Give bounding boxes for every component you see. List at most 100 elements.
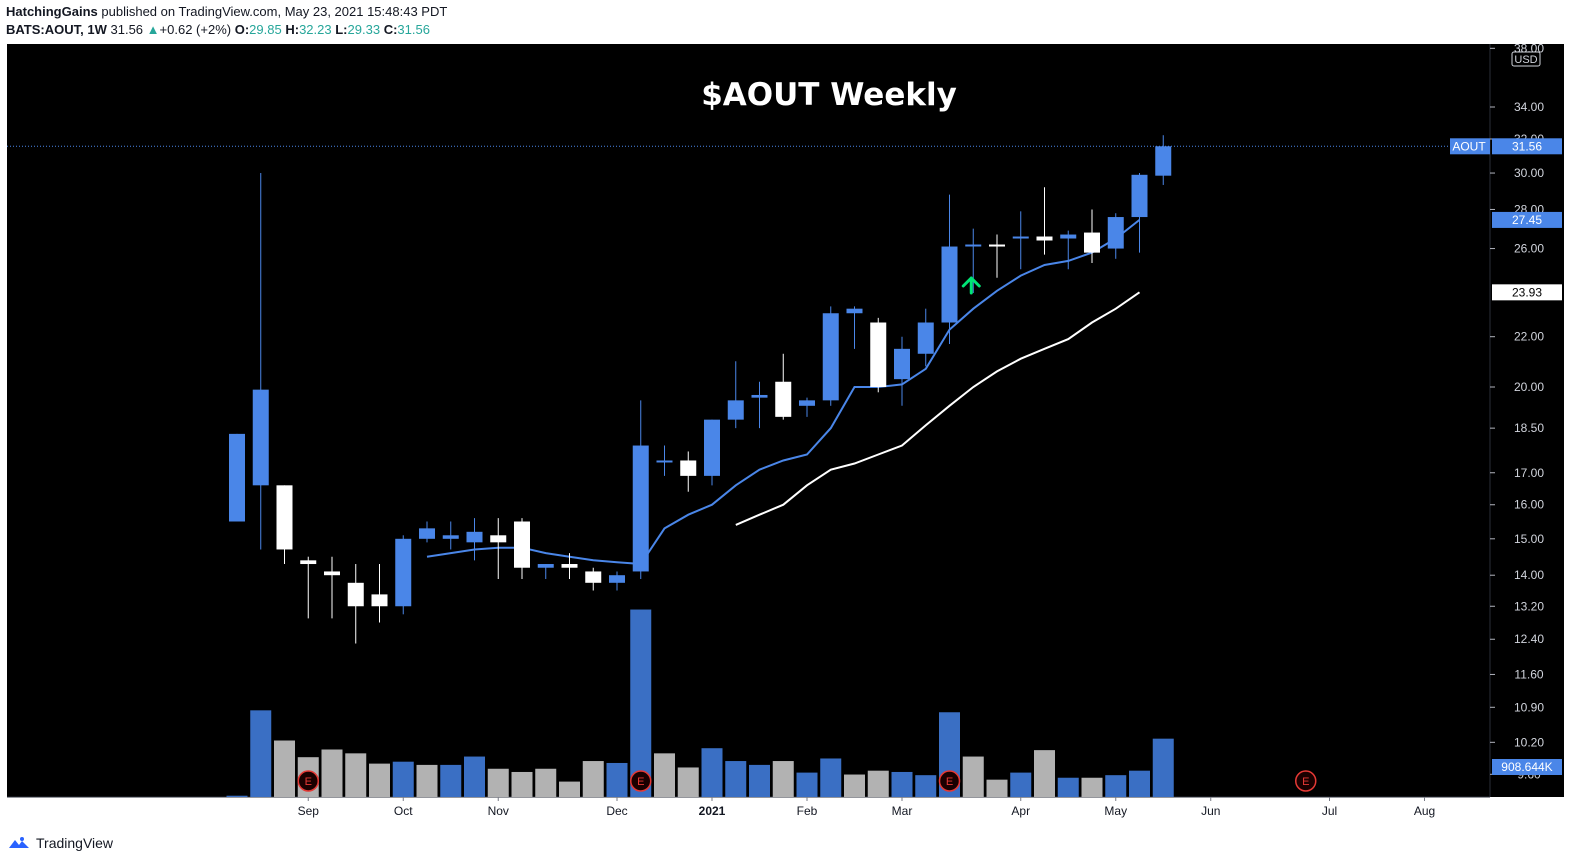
- symbol-tag: [1450, 138, 1490, 155]
- volume-bar: [725, 761, 747, 797]
- price-tick-label: 10.90: [1514, 700, 1544, 714]
- candle-body: [561, 564, 578, 568]
- volume-bar: [250, 710, 272, 797]
- volume-bar: [392, 761, 414, 797]
- volume-bar: [369, 763, 390, 797]
- volume-badge-label: 908.644K: [1501, 760, 1552, 774]
- price-tick-label: 15.00: [1514, 532, 1544, 546]
- time-tick-label: Aug: [1414, 804, 1435, 818]
- chart-pane[interactable]: [7, 44, 1490, 797]
- volume-bar: [559, 781, 580, 797]
- earnings-label: E: [946, 776, 953, 788]
- candle-body: [1060, 234, 1077, 239]
- volume-bar: [701, 748, 723, 797]
- candle-body: [466, 531, 483, 543]
- candle-body: [300, 560, 317, 565]
- ohlc-legend: BATS:AOUT, 1W 31.56 ▲+0.62 (+2%) O:29.85…: [6, 22, 430, 37]
- candle-body: [965, 244, 982, 247]
- publish-line: HatchingGains published on TradingView.c…: [6, 4, 447, 19]
- volume-bar: [677, 767, 699, 797]
- volume-bar: [416, 764, 438, 797]
- volume-bar: [1057, 777, 1079, 797]
- change-arrow: ▲: [146, 22, 160, 37]
- author-name[interactable]: HatchingGains: [6, 4, 98, 19]
- price-tick-label: 10.20: [1514, 735, 1544, 749]
- earnings-marker[interactable]: [297, 770, 319, 792]
- earnings-label: E: [637, 776, 644, 788]
- close-value: 31.56: [397, 22, 430, 37]
- volume-bar: [487, 768, 509, 797]
- candle-body: [514, 521, 530, 568]
- last-price: 31.56: [110, 22, 144, 37]
- symbol-tag-label: AOUT: [1452, 139, 1486, 153]
- last-price-badge: [1492, 138, 1562, 155]
- candle-body: [870, 322, 887, 387]
- candle-body: [229, 433, 245, 522]
- earnings-marker[interactable]: [1295, 770, 1317, 792]
- time-tick-label: Dec: [606, 804, 627, 818]
- volume-bar: [772, 761, 794, 797]
- time-tick-label: Oct: [394, 804, 413, 818]
- candle-body: [894, 348, 910, 380]
- time-tick-label: Mar: [892, 804, 913, 818]
- price-tick-label: 18.50: [1514, 421, 1544, 435]
- time-axis[interactable]: [7, 797, 1564, 825]
- price-tick-label: 26.00: [1514, 242, 1544, 256]
- candle-body: [395, 538, 412, 607]
- candle-body: [917, 322, 934, 354]
- ema-fast-badge-label: 27.45: [1512, 213, 1542, 227]
- candle-body: [609, 575, 625, 583]
- volume-bar: [891, 771, 913, 797]
- high-label: H:: [285, 22, 300, 37]
- earnings-marker[interactable]: [938, 770, 961, 792]
- price-tick-label: 14.00: [1514, 568, 1544, 582]
- candle-body: [276, 485, 293, 550]
- open-value: 29.85: [249, 22, 282, 37]
- candle-body: [704, 419, 720, 476]
- time-tick-label: Jun: [1201, 804, 1220, 818]
- open-label: O:: [234, 22, 250, 37]
- price-axis[interactable]: [1490, 44, 1564, 797]
- tradingview-logo-icon: [9, 837, 29, 848]
- volume-bar: [749, 764, 770, 797]
- volume-bar: [796, 772, 818, 797]
- earnings-label: E: [305, 776, 312, 788]
- candle-body: [1036, 236, 1053, 241]
- candle-body: [989, 244, 1005, 247]
- price-tick-label: 11.60: [1514, 667, 1543, 681]
- volume-bar: [582, 761, 604, 797]
- candle-body: [632, 445, 649, 572]
- candle-body: [775, 381, 792, 417]
- low-value: 29.33: [347, 22, 381, 37]
- price-tick-label: 17.00: [1514, 466, 1544, 480]
- tradingview-footer[interactable]: TradingView: [8, 835, 113, 851]
- candle-body: [1012, 236, 1029, 239]
- volume-bar: [1129, 770, 1150, 797]
- candle-body: [490, 535, 507, 543]
- volume-bar: [535, 768, 557, 797]
- candle-body: [347, 582, 364, 607]
- candle-body: [371, 594, 388, 607]
- candle-body: [1131, 174, 1148, 218]
- earnings-marker[interactable]: [630, 770, 652, 792]
- price-tick-label: 13.20: [1514, 599, 1544, 613]
- high-value: 32.23: [299, 22, 332, 37]
- candle-body: [822, 313, 839, 401]
- volume-bar: [345, 753, 367, 797]
- candle-body: [324, 571, 340, 576]
- ema-fast-line: [426, 219, 1141, 566]
- signal-up-arrow-icon: [961, 276, 981, 295]
- time-tick-label: Apr: [1011, 804, 1030, 818]
- low-label: L:: [335, 22, 348, 37]
- volume-bar: [321, 749, 343, 797]
- volume-bar: [820, 758, 842, 797]
- candle-body: [727, 400, 744, 420]
- time-tick-label: Feb: [797, 804, 818, 818]
- volume-bar: [440, 764, 462, 797]
- volume-bar: [1034, 750, 1055, 797]
- candle-body: [751, 394, 768, 398]
- volume-bar: [630, 609, 652, 797]
- volume-bar: [274, 740, 295, 797]
- currency-box[interactable]: [1511, 51, 1541, 67]
